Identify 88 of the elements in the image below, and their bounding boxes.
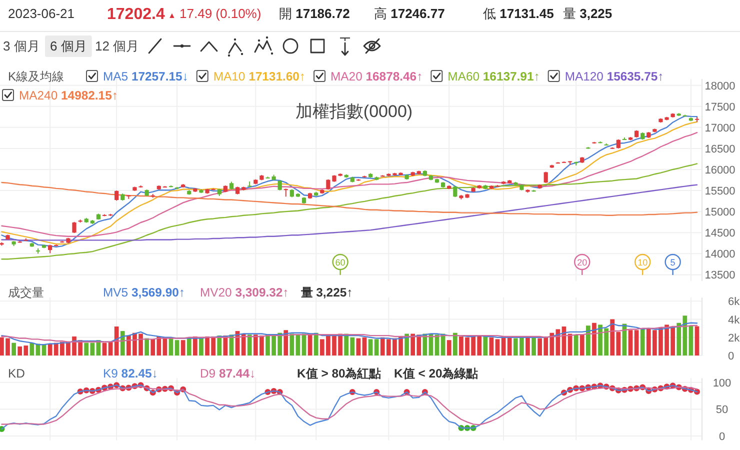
- text: 17202.4: [107, 6, 165, 23]
- text: MA60 16137.91↑: [448, 70, 540, 84]
- bar: [580, 334, 584, 356]
- bar: [640, 329, 645, 356]
- y-tick-label: 17000: [704, 122, 736, 134]
- series-label: K9 82.45↓: [103, 366, 158, 380]
- text: 低 17131.45: [483, 6, 554, 21]
- bar: [12, 342, 16, 356]
- bar: [186, 337, 192, 356]
- text: 開 17186.72: [279, 6, 350, 21]
- text: ▲ 17.49 (0.10%): [168, 6, 262, 21]
- bar: [102, 342, 107, 356]
- y-tick-label: 6k: [728, 296, 740, 308]
- text: MA10 17131.60↑: [213, 70, 306, 84]
- text: MV5 3,569.90↑: [103, 286, 185, 300]
- bar: [446, 340, 452, 356]
- bar: [592, 322, 596, 356]
- bar: [374, 339, 379, 356]
- bar: [483, 336, 488, 356]
- annotation: 20: [577, 257, 588, 268]
- y-tick-label: 16500: [704, 143, 736, 156]
- line-series: [1, 163, 698, 260]
- bar: [199, 337, 204, 356]
- y-tick-label: 18000: [704, 80, 736, 92]
- candlestick: [114, 190, 119, 202]
- text: 3 個月: [3, 38, 40, 54]
- text: 量 3,225: [563, 6, 612, 21]
- text: 2023-06-21: [8, 6, 74, 21]
- candlestick: [453, 186, 458, 198]
- text: 12 個月: [95, 38, 140, 54]
- y-tick-label: 15500: [704, 186, 736, 198]
- bar: [694, 326, 700, 356]
- y-tick-label: 0: [728, 350, 734, 362]
- y-tick-label: 4k: [728, 314, 740, 326]
- legend-title: K線及均線: [8, 70, 64, 84]
- text: MA240 14982.15↑: [19, 88, 118, 102]
- bar: [586, 326, 590, 356]
- bar: [368, 339, 373, 356]
- bar: [495, 339, 500, 356]
- bar: [452, 332, 458, 356]
- annotation: 60: [335, 257, 346, 268]
- bar: [144, 338, 149, 356]
- bar: [290, 334, 294, 356]
- y-tick-label: 13500: [704, 270, 736, 282]
- bar: [284, 330, 288, 356]
- y-tick-label: 15000: [704, 206, 736, 219]
- text: 高 17246.77: [374, 6, 445, 21]
- annotation: K值 > 80為紅點: [297, 366, 382, 380]
- bar: [217, 336, 222, 356]
- annotation: 量 3,225↑: [300, 286, 353, 300]
- line-series: [1, 182, 698, 216]
- y-tick-label: 50: [716, 404, 728, 416]
- annotation: K值 < 20為綠點: [394, 366, 478, 380]
- y-tick-label: 14000: [704, 248, 736, 261]
- bar: [634, 330, 639, 356]
- bar: [489, 337, 494, 356]
- y-tick-label: 14500: [704, 228, 736, 240]
- text: MA120 15635.75↑: [564, 70, 664, 84]
- legend-title: 成交量: [8, 286, 44, 300]
- y-tick-label: 17500: [704, 101, 736, 114]
- bar: [247, 334, 252, 356]
- legend-title: KD: [8, 366, 26, 380]
- bar: [574, 334, 578, 356]
- bar: [362, 337, 367, 356]
- y-tick-label: 16000: [704, 164, 736, 176]
- bar: [526, 337, 530, 356]
- candlestick: [72, 221, 76, 234]
- candlestick: [278, 180, 282, 191]
- bar: [688, 326, 694, 356]
- y-tick-label: 100: [712, 377, 732, 390]
- y-tick-label: 2k: [728, 332, 740, 344]
- line-series: [1, 184, 698, 241]
- text: 加權指數(0000): [295, 102, 413, 121]
- bar: [174, 340, 180, 356]
- bar: [532, 337, 536, 356]
- y-tick-label: 0: [718, 431, 726, 444]
- bar: [356, 338, 361, 356]
- bar: [628, 330, 633, 356]
- candlestick: [616, 138, 620, 149]
- text: 6 個月: [50, 38, 87, 54]
- series-label: D9 87.44↓: [200, 366, 256, 380]
- annotation: 5: [670, 257, 676, 268]
- text: MV20 3,309.32↑: [200, 286, 289, 300]
- bar: [114, 326, 119, 356]
- text: MA5 17257.15↓: [103, 70, 188, 84]
- annotation: 10: [638, 257, 648, 268]
- text: MA20 16878.46↑: [330, 70, 423, 84]
- bar: [180, 340, 186, 356]
